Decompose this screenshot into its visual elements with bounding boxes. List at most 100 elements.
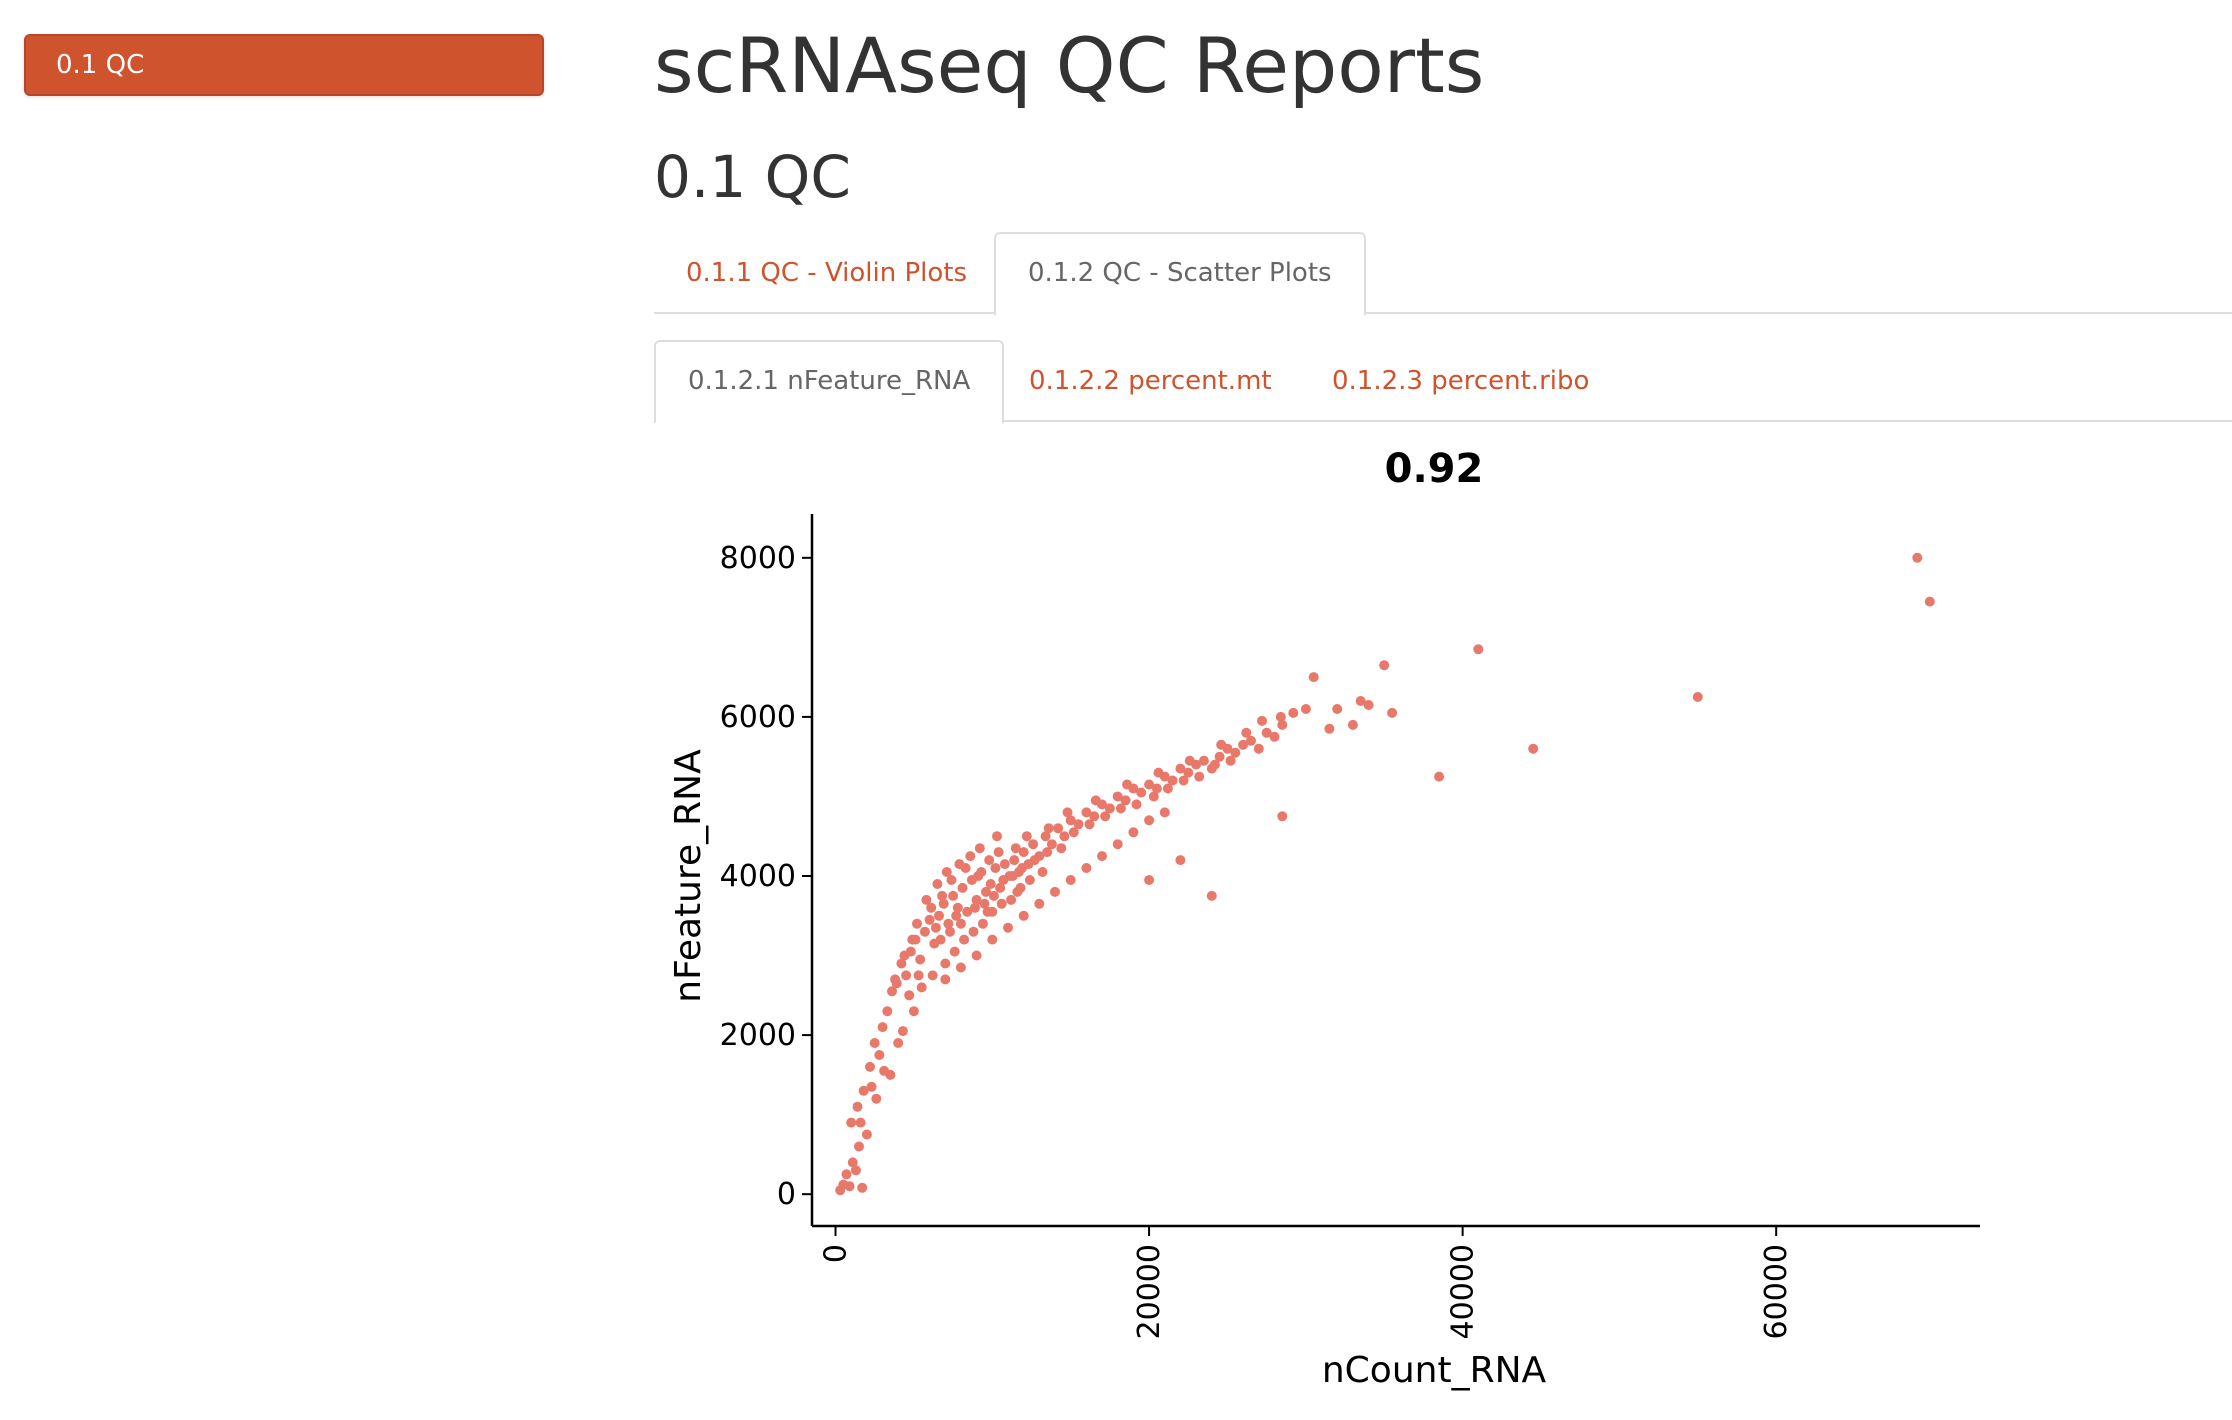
main-content: scRNAseq QC Reports 0.1 QC 0.1.1 QC - Vi… bbox=[654, 0, 2232, 1416]
x-axis-label: nCount_RNA bbox=[1322, 1350, 1547, 1391]
data-point bbox=[935, 934, 946, 945]
data-point bbox=[1261, 727, 1272, 738]
data-point bbox=[1059, 831, 1070, 842]
data-point bbox=[951, 910, 962, 921]
data-point bbox=[1167, 775, 1178, 786]
data-point bbox=[999, 859, 1010, 870]
data-point bbox=[852, 1101, 863, 1112]
data-point bbox=[1068, 827, 1079, 838]
data-point bbox=[1003, 922, 1013, 933]
data-point bbox=[844, 1181, 855, 1192]
data-point bbox=[882, 1006, 893, 1017]
data-point bbox=[1017, 863, 1028, 873]
data-point bbox=[1012, 886, 1023, 897]
data-point bbox=[1324, 723, 1335, 734]
chart-title: 0.92 bbox=[1385, 446, 1484, 492]
data-point bbox=[977, 918, 988, 929]
data-point bbox=[1230, 747, 1241, 758]
data-point bbox=[1120, 795, 1131, 806]
data-point bbox=[1131, 799, 1142, 810]
data-point bbox=[1473, 644, 1484, 655]
data-point bbox=[982, 906, 993, 917]
data-point bbox=[1347, 719, 1358, 730]
data-point bbox=[1159, 807, 1170, 818]
data-point bbox=[1528, 743, 1539, 754]
data-point bbox=[1018, 847, 1029, 858]
data-point bbox=[1241, 727, 1252, 738]
data-point bbox=[1277, 811, 1288, 822]
data-point bbox=[1056, 843, 1067, 854]
data-point bbox=[897, 1026, 908, 1037]
data-point bbox=[1246, 735, 1256, 746]
y-axis-label: nFeature_RNA bbox=[668, 749, 709, 1003]
data-point bbox=[937, 890, 948, 901]
x-tick-label: 0 bbox=[819, 1244, 854, 1263]
data-point bbox=[1216, 739, 1227, 750]
data-point bbox=[960, 863, 971, 873]
data-point bbox=[1194, 771, 1205, 782]
tab-violin-plots[interactable]: 0.1.1 QC - Violin Plots bbox=[686, 258, 968, 288]
data-point bbox=[1363, 700, 1374, 710]
data-point bbox=[1081, 807, 1092, 818]
data-point bbox=[1387, 707, 1398, 718]
data-point bbox=[1144, 779, 1155, 790]
section-title: 0.1 QC bbox=[654, 143, 851, 211]
x-tick-label: 20000 bbox=[1132, 1244, 1167, 1339]
data-point bbox=[1043, 823, 1054, 834]
data-point bbox=[1253, 743, 1264, 754]
data-point bbox=[890, 974, 901, 985]
data-point bbox=[1089, 811, 1100, 822]
data-point bbox=[1175, 763, 1186, 774]
data-point bbox=[1128, 827, 1139, 838]
data-point bbox=[968, 926, 979, 937]
data-point bbox=[1184, 755, 1195, 766]
data-point bbox=[1037, 867, 1048, 877]
data-point bbox=[934, 910, 944, 921]
data-point bbox=[1136, 787, 1147, 798]
data-point bbox=[858, 1085, 869, 1096]
y-tick-label: 6000 bbox=[720, 700, 796, 735]
data-point bbox=[912, 918, 922, 929]
tab-percent-mt[interactable]: 0.1.2.2 percent.mt bbox=[1029, 366, 1272, 396]
data-point bbox=[973, 871, 984, 881]
scatter-plot: 0.92 0 2000 4000 6000 8000 0 20000 40000 60000 nCo… bbox=[668, 446, 1980, 1391]
data-point bbox=[901, 970, 912, 981]
tabs-level1: 0.1.1 QC - Violin Plots 0.1.2 QC - Scatt… bbox=[654, 232, 2232, 316]
data-point bbox=[1912, 552, 1923, 563]
data-point bbox=[1214, 751, 1225, 762]
data-point bbox=[1275, 711, 1286, 722]
data-point bbox=[857, 1182, 868, 1193]
data-point bbox=[952, 902, 963, 913]
data-point bbox=[1090, 795, 1101, 806]
data-point bbox=[957, 882, 968, 893]
y-tick-label: 2000 bbox=[720, 1018, 796, 1053]
data-point bbox=[1183, 767, 1194, 778]
data-point bbox=[992, 831, 1002, 842]
data-point bbox=[1257, 715, 1267, 726]
data-point bbox=[1379, 660, 1390, 671]
tab-percent-ribo[interactable]: 0.1.2.3 percent.ribo bbox=[1332, 366, 1590, 396]
data-point bbox=[1162, 783, 1173, 794]
data-point bbox=[861, 1129, 872, 1140]
data-point bbox=[1073, 819, 1084, 830]
tab-scatter-plots[interactable]: 0.1.2 QC - Scatter Plots bbox=[994, 232, 1366, 316]
data-point bbox=[1122, 779, 1133, 790]
data-point bbox=[924, 914, 935, 925]
data-point bbox=[913, 970, 924, 981]
data-point bbox=[919, 926, 930, 937]
tab-nfeature-rna[interactable]: 0.1.2.1 nFeature_RNA bbox=[654, 340, 1005, 424]
data-point bbox=[921, 894, 932, 905]
data-point bbox=[1144, 875, 1155, 885]
data-point bbox=[941, 867, 952, 877]
data-point bbox=[915, 954, 926, 965]
toc-item-qc[interactable]: 0.1 QC bbox=[24, 34, 544, 96]
data-point bbox=[1269, 731, 1280, 742]
data-point bbox=[1100, 811, 1111, 822]
data-point bbox=[995, 882, 1006, 893]
data-point bbox=[841, 1169, 852, 1180]
data-point bbox=[1050, 886, 1060, 897]
data-point bbox=[1434, 771, 1445, 782]
data-point bbox=[1024, 875, 1035, 885]
data-point bbox=[865, 1061, 875, 1072]
data-point bbox=[970, 902, 980, 913]
